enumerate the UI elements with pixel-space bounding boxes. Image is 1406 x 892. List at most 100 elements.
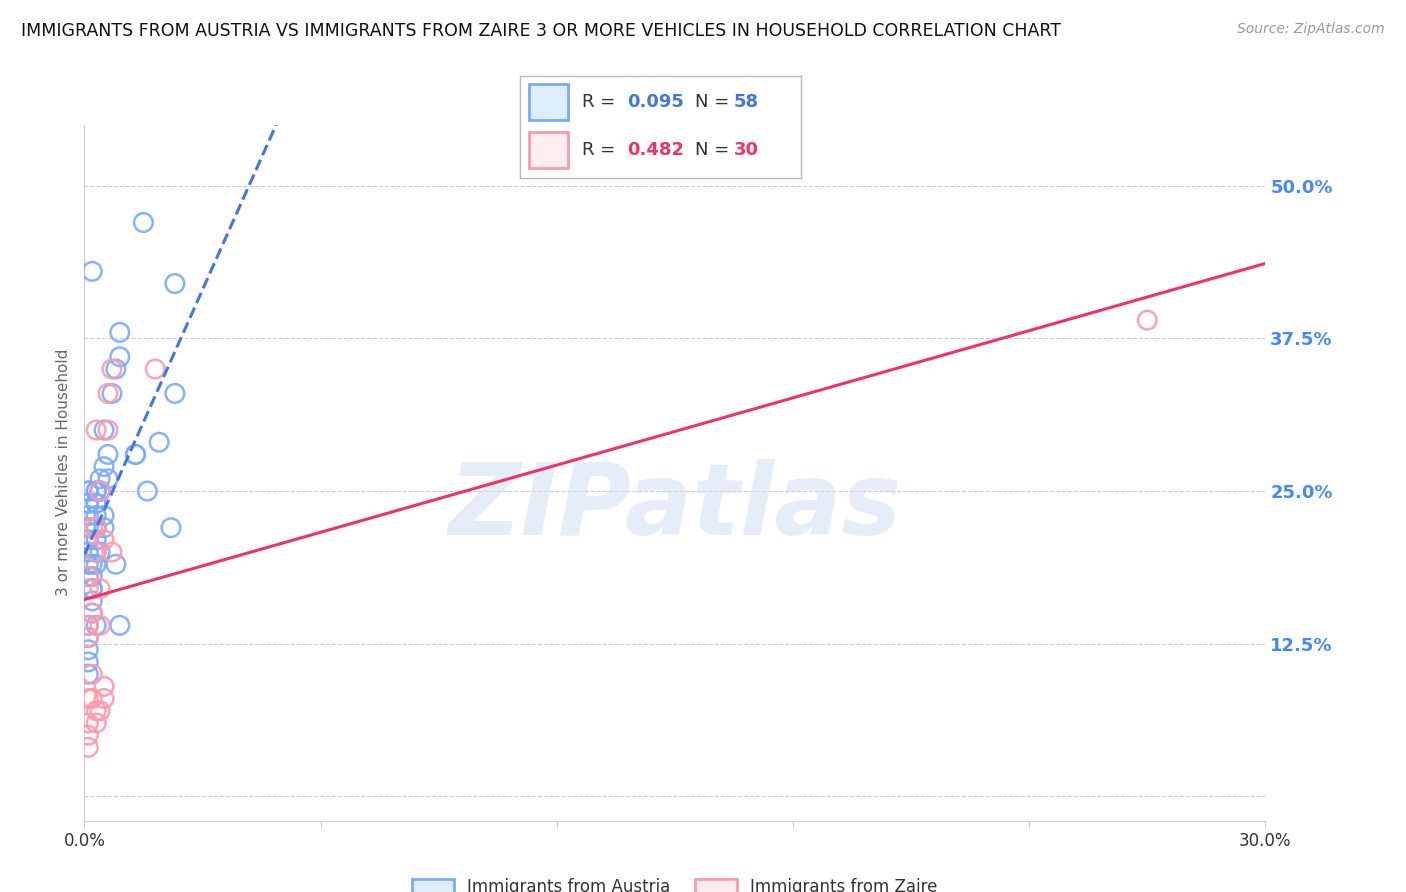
Text: 30: 30 (734, 141, 759, 159)
Point (108, 350, 131, 364)
Point (77, 545, 100, 559)
Point (82, 606, 104, 620)
Point (136, 484, 159, 499)
Legend: Immigrants from Austria, Immigrants from Zaire: Immigrants from Austria, Immigrants from… (405, 871, 945, 892)
Point (82, 569, 104, 583)
Y-axis label: 3 or more Vehicles in Household: 3 or more Vehicles in Household (56, 349, 72, 597)
Point (84, 545, 107, 559)
Text: R =: R = (582, 141, 621, 159)
Text: ZIPatlas: ZIPatlas (449, 459, 901, 556)
Point (132, 215, 155, 229)
Point (124, 447, 146, 461)
Point (108, 618, 131, 632)
Text: Source: ZipAtlas.com: Source: ZipAtlas.com (1237, 22, 1385, 37)
Point (1136, 313, 1159, 327)
Point (93, 679, 115, 693)
Point (77, 618, 100, 632)
Point (82, 606, 104, 620)
Point (101, 362, 124, 376)
Point (84, 704, 107, 718)
Text: N =: N = (695, 141, 734, 159)
Point (77, 642, 100, 657)
Point (101, 386, 124, 401)
Point (84, 545, 107, 559)
Point (84, 484, 107, 499)
FancyBboxPatch shape (529, 132, 568, 168)
Point (82, 558, 104, 572)
Point (148, 435, 170, 450)
Point (89, 484, 111, 499)
Point (89, 582, 111, 596)
Text: N =: N = (695, 93, 734, 111)
Point (93, 691, 115, 706)
Point (163, 277, 186, 291)
Point (84, 533, 107, 547)
Point (97, 386, 120, 401)
Point (77, 558, 100, 572)
Point (84, 521, 107, 535)
Point (77, 484, 100, 499)
Point (82, 594, 104, 608)
Text: 58: 58 (734, 93, 759, 111)
Point (77, 496, 100, 510)
Point (82, 691, 104, 706)
Point (84, 716, 107, 731)
Point (93, 423, 115, 437)
Point (104, 362, 127, 376)
Text: 0.482: 0.482 (627, 141, 685, 159)
Point (89, 704, 111, 718)
Point (104, 558, 127, 572)
Point (77, 667, 100, 681)
Point (77, 631, 100, 645)
Point (77, 569, 100, 583)
Point (77, 618, 100, 632)
Point (77, 728, 100, 742)
Point (97, 447, 120, 461)
Point (108, 326, 131, 340)
Point (84, 618, 107, 632)
Text: IMMIGRANTS FROM AUSTRIA VS IMMIGRANTS FROM ZAIRE 3 OR MORE VEHICLES IN HOUSEHOLD: IMMIGRANTS FROM AUSTRIA VS IMMIGRANTS FR… (21, 22, 1062, 40)
Point (84, 484, 107, 499)
Point (84, 508, 107, 523)
Point (89, 484, 111, 499)
Point (77, 496, 100, 510)
Point (160, 521, 183, 535)
Point (77, 521, 100, 535)
Point (93, 521, 115, 535)
Point (163, 386, 186, 401)
Point (89, 484, 111, 499)
Point (77, 508, 100, 523)
Point (84, 423, 107, 437)
Text: 0.095: 0.095 (627, 93, 683, 111)
Point (77, 569, 100, 583)
Point (93, 508, 115, 523)
Point (124, 447, 146, 461)
Point (82, 582, 104, 596)
Point (89, 472, 111, 486)
Point (84, 496, 107, 510)
Point (101, 545, 124, 559)
Point (84, 558, 107, 572)
Point (97, 423, 120, 437)
Point (84, 521, 107, 535)
Point (77, 740, 100, 755)
Point (77, 691, 100, 706)
Text: R =: R = (582, 93, 621, 111)
Point (77, 655, 100, 669)
Point (82, 521, 104, 535)
Point (77, 533, 100, 547)
FancyBboxPatch shape (529, 84, 568, 120)
Point (97, 472, 120, 486)
Point (77, 631, 100, 645)
Point (77, 582, 100, 596)
Point (89, 484, 111, 499)
Point (93, 459, 115, 474)
Point (77, 484, 100, 499)
Point (93, 533, 115, 547)
Point (84, 496, 107, 510)
Point (82, 264, 104, 278)
Point (89, 545, 111, 559)
Point (82, 582, 104, 596)
Point (143, 362, 166, 376)
Point (84, 521, 107, 535)
